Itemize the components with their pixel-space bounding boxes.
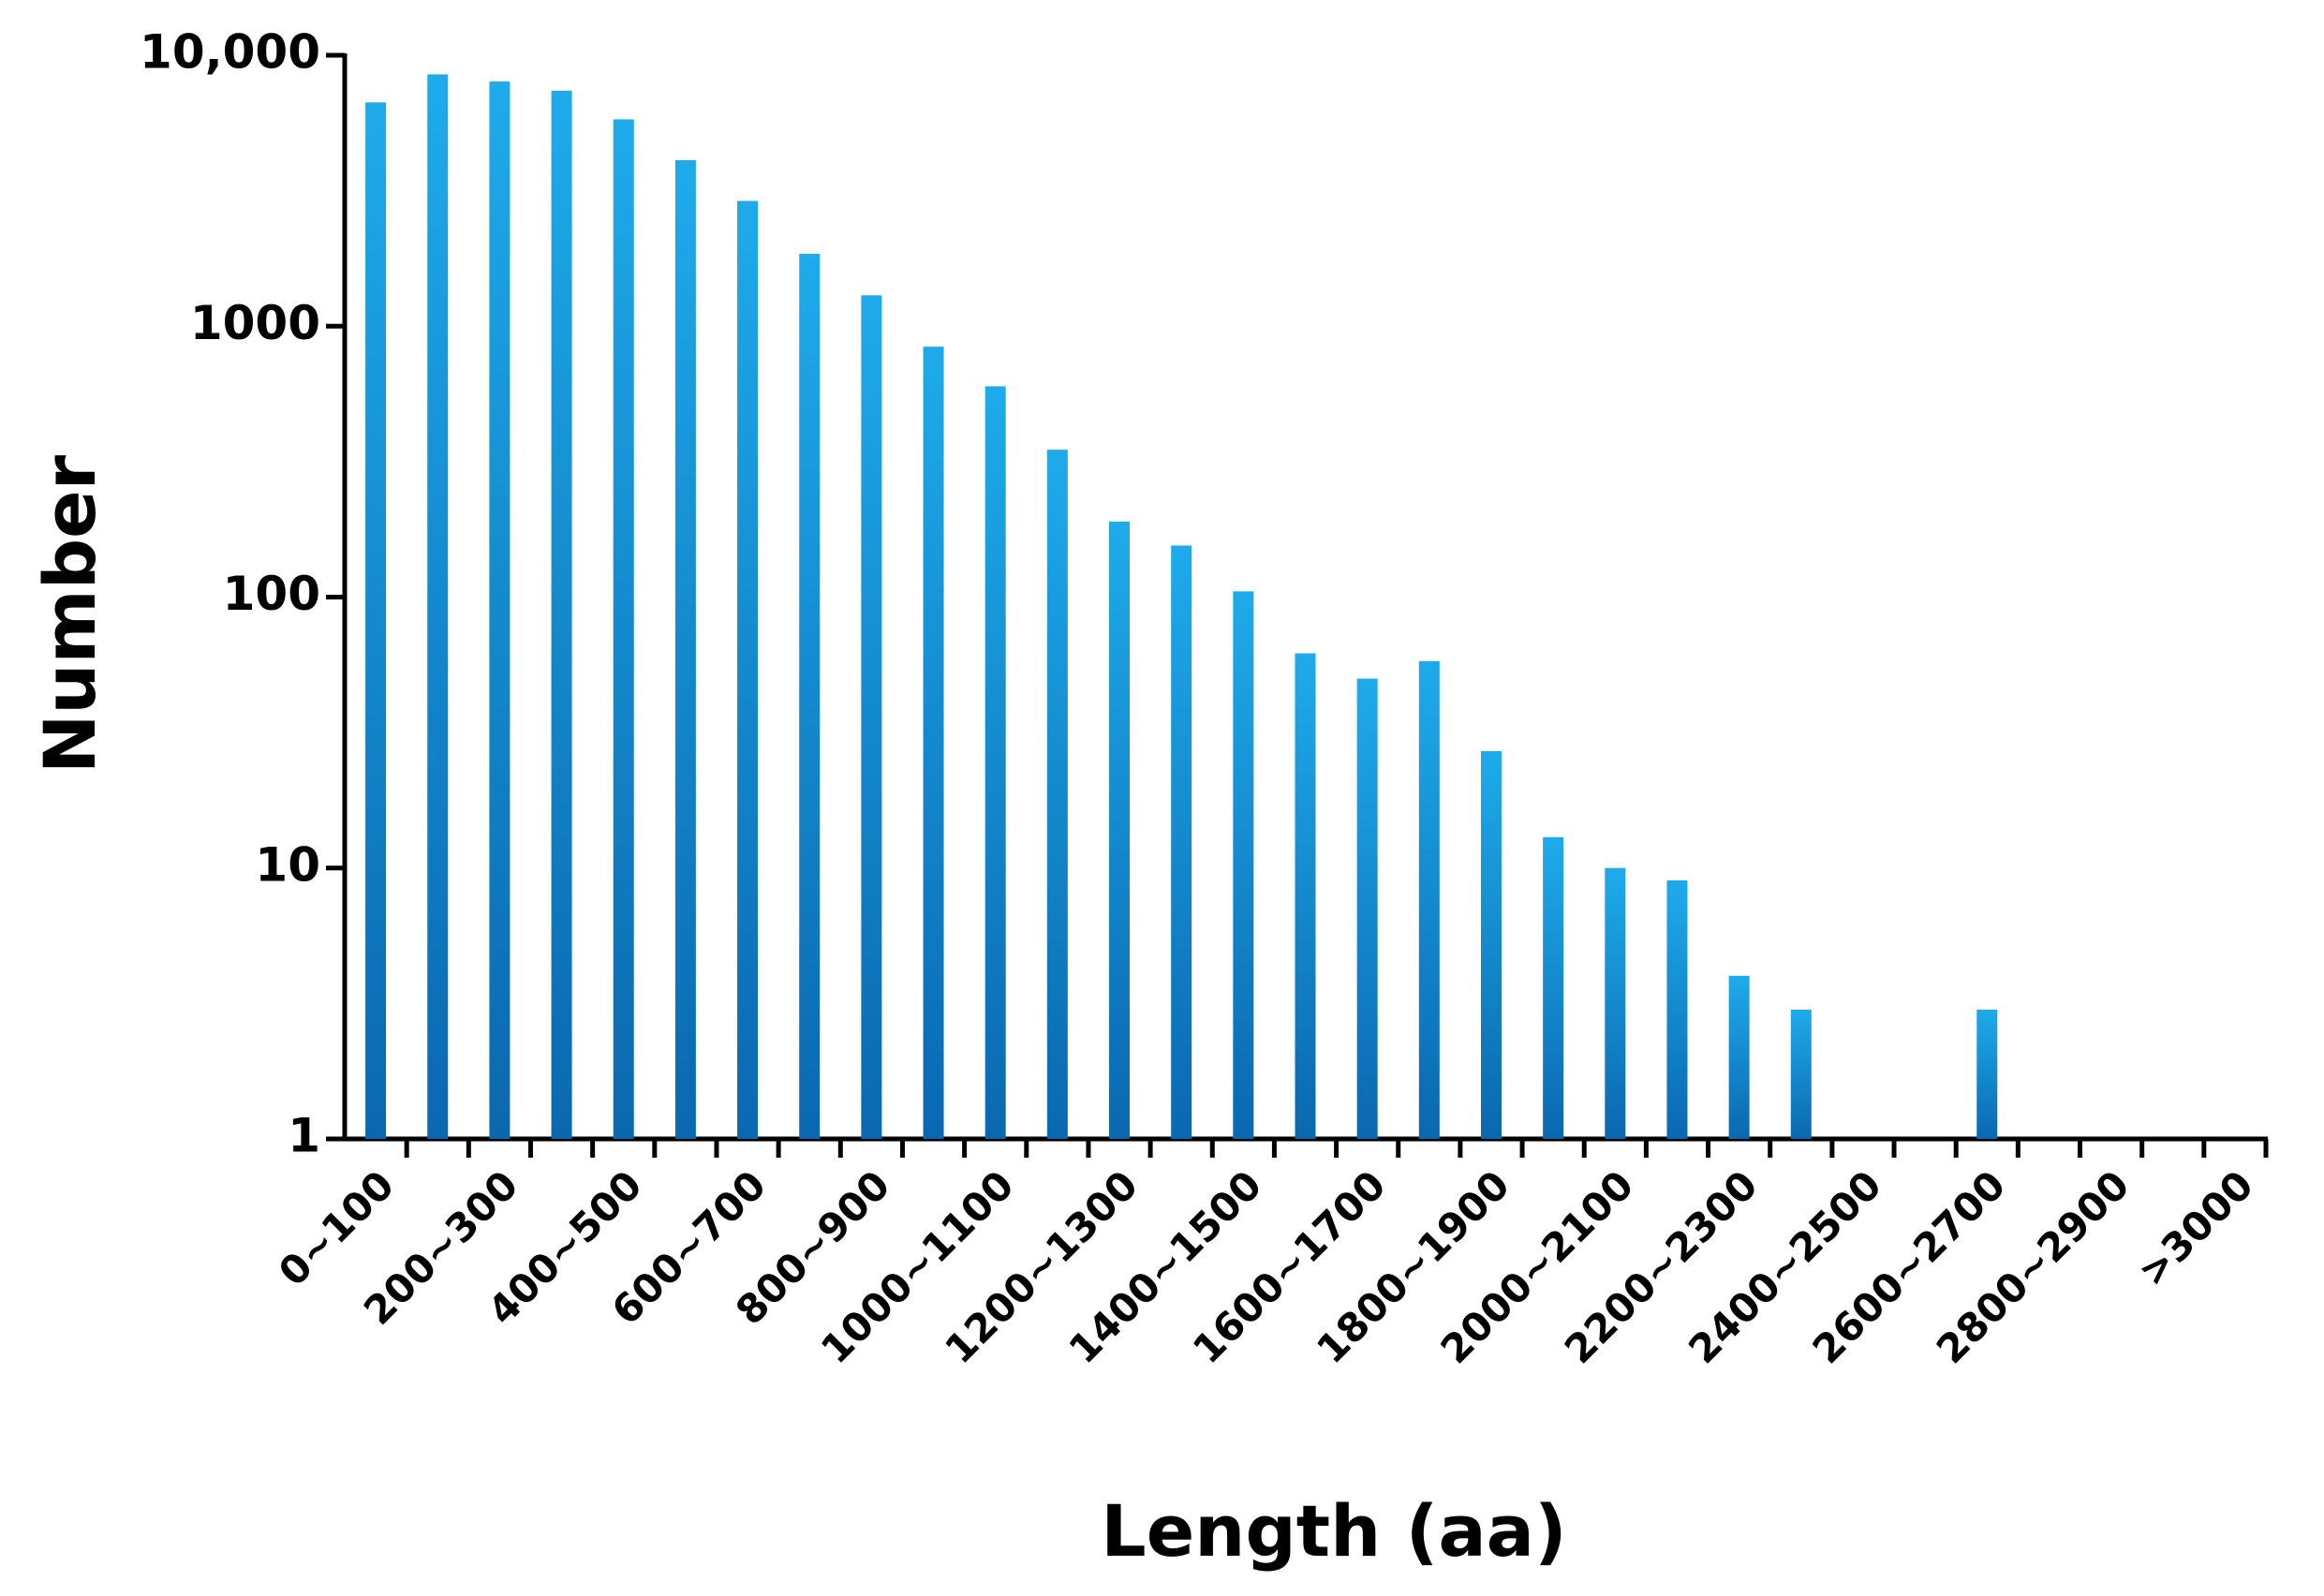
bar xyxy=(861,295,882,1139)
bar xyxy=(1295,653,1316,1139)
x-axis-title: Length (aa) xyxy=(1101,1489,1566,1573)
bar xyxy=(1171,545,1192,1139)
bar xyxy=(1976,1009,1998,1139)
bar xyxy=(365,102,387,1139)
y-tick-label: 1000 xyxy=(190,296,320,350)
y-axis-title: Number xyxy=(28,454,111,774)
bar xyxy=(984,386,1006,1139)
x-tick-label: >3000 xyxy=(2129,1161,2262,1294)
bar xyxy=(737,200,759,1140)
bar xyxy=(1543,836,1564,1139)
bar xyxy=(1046,450,1068,1140)
bar xyxy=(1233,591,1254,1139)
bar xyxy=(613,119,634,1139)
bar xyxy=(489,81,511,1139)
bar xyxy=(1480,750,1502,1139)
bar xyxy=(1418,660,1440,1139)
bar xyxy=(1605,867,1626,1139)
bar xyxy=(1728,975,1750,1139)
bar xyxy=(427,74,449,1140)
bar xyxy=(1356,678,1378,1139)
bar xyxy=(551,90,572,1140)
y-tick-label: 10,000 xyxy=(140,25,320,80)
bar xyxy=(1109,521,1131,1139)
y-tick-label: 10 xyxy=(255,837,320,892)
bar xyxy=(799,253,821,1139)
y-tick-label: 100 xyxy=(223,567,320,621)
bar xyxy=(674,160,696,1139)
bar xyxy=(1666,879,1688,1139)
bar xyxy=(1790,1009,1812,1139)
y-tick-label: 1 xyxy=(288,1109,320,1163)
bar xyxy=(923,347,944,1139)
